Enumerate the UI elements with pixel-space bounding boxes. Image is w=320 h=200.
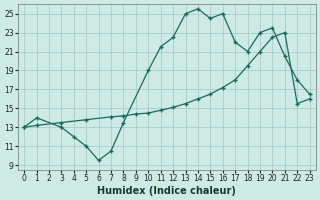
X-axis label: Humidex (Indice chaleur): Humidex (Indice chaleur)	[98, 186, 236, 196]
